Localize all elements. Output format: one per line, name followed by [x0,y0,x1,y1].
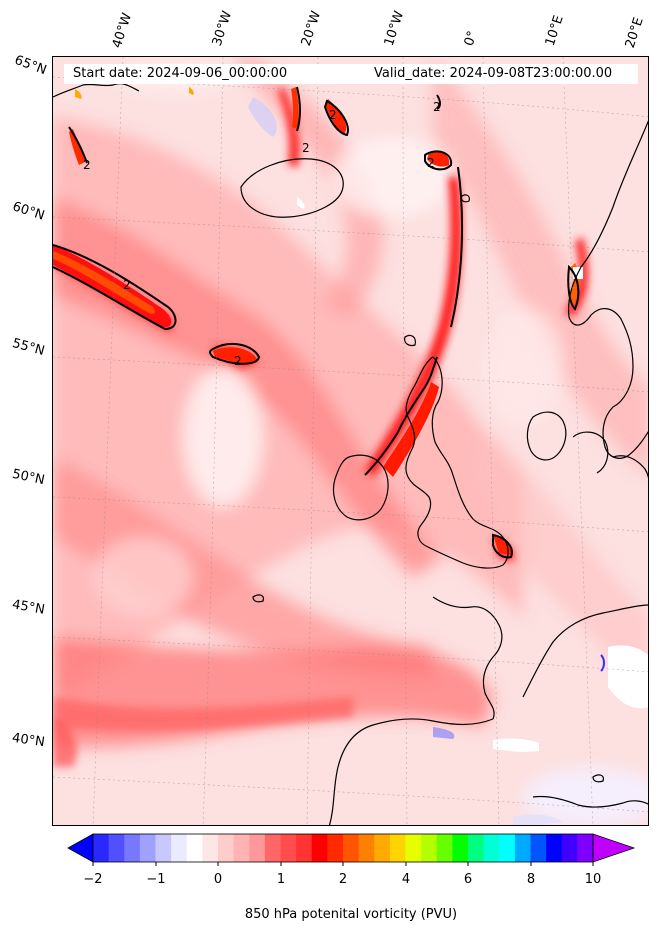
colorbar-cell [468,834,485,862]
contour-label: 2 [433,100,441,114]
colorbar-tick-label: −2 [83,872,103,887]
colorbar-cell [311,834,328,862]
map-panel: 2 2 2 2 2 2 2 [52,56,649,826]
colorbar-cell [296,834,313,862]
colorbar [67,833,636,866]
colorbar-cell [421,834,438,862]
lon-label-30w: 30°W [209,9,236,48]
lat-label-45n: 45°N [10,597,46,618]
date-header-background [64,64,638,84]
colorbar-cell [155,834,172,862]
colorbar-cells [67,833,636,863]
colorbar-cell [436,834,453,862]
colorbar-cell [327,834,344,862]
coastlines [53,83,648,825]
lon-label-10w: 10°W [381,9,408,48]
colorbar-extend-low [67,833,94,863]
colorbar-cell [405,834,422,862]
colorbar-cell [218,834,235,862]
colorbar-cell [108,834,125,862]
lon-label-10e: 10°E [542,13,567,49]
colorbar-tick-label: 4 [401,872,411,887]
lat-label-60n: 60°N [10,199,47,224]
colorbar-cell [452,834,469,862]
vorticity-map: 2 2 2 2 2 2 2 [53,57,648,825]
colorbar-cell [546,834,563,862]
lat-label-50n: 50°N [10,466,46,489]
contour-label: 2 [83,158,91,172]
colorbar-cell [561,834,578,862]
colorbar-cell [358,834,375,862]
pv-hotspots [53,87,581,555]
colorbar-tick-label: 0 [213,872,223,887]
colorbar-cell [264,834,281,862]
colorbar-extend-high [592,833,636,863]
colorbar-tick-label: 8 [526,872,536,887]
contour-label: 2 [427,156,435,170]
start-date-label: Start date: 2024-09-06_00:00:00 [73,66,288,81]
colorbar-cell [186,834,203,862]
contour-label: 2 [123,278,131,292]
lat-label-65n: 65°N [12,52,49,79]
colorbar-title: 850 hPa potenital vorticity (PVU) [244,907,458,922]
pv-negative-patches [248,97,648,825]
contour-label: 2 [234,354,242,368]
colorbar-cell [171,834,188,862]
colorbar-cell [483,834,500,862]
colorbar-tick-label: 1 [276,872,286,887]
colorbar-ticks [92,862,594,866]
colorbar-cell [202,834,219,862]
pv-2-contours [53,86,580,559]
colorbar-cell [93,834,110,862]
contour-label: 2 [302,141,310,155]
graticule [53,57,648,825]
colorbar-tick-label: 10 [584,872,602,887]
colorbar-cell [499,834,516,862]
lon-label-20w: 20°W [298,9,325,48]
colorbar-cell [343,834,360,862]
colorbar-cell [389,834,406,862]
lon-label-40w: 40°W [109,11,136,50]
colorbar-cell [577,834,594,862]
pv-shading [53,57,648,825]
lat-label-40n: 40°N [11,730,46,751]
colorbar-cell [124,834,141,862]
lat-label-55n: 55°N [10,336,47,359]
colorbar-cell [249,834,266,862]
colorbar-tick-label: 2 [338,872,348,887]
colorbar-cell [514,834,531,862]
contour-labels: 2 2 2 2 2 2 2 [83,100,441,368]
colorbar-cell [374,834,391,862]
valid-date-label: Valid_date: 2024-09-08T23:00:00.00 [374,66,613,81]
lon-label-20e: 20°E [622,15,647,51]
colorbar-cell [530,834,547,862]
colorbar-cell [280,834,297,862]
colorbar-tick-label: 6 [463,872,473,887]
contour-label: 2 [329,108,337,122]
colorbar-cell [139,834,156,862]
lon-label-0: 0° [461,29,481,48]
colorbar-tick-label: −1 [146,872,166,887]
colorbar-cell [233,834,250,862]
